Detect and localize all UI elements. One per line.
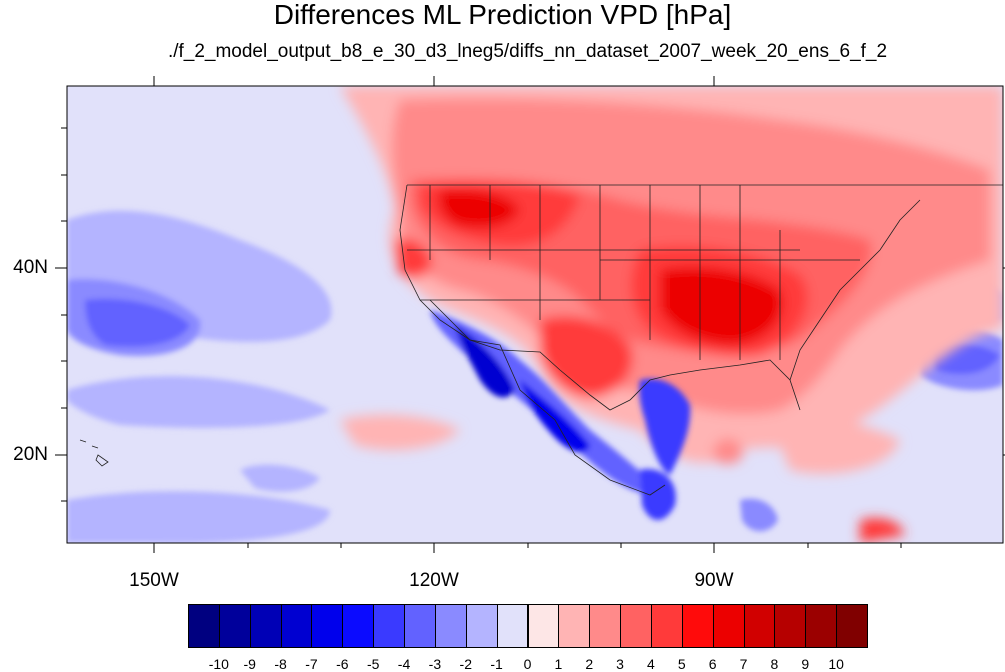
colorbar-box [434,604,467,648]
colorbar-box [404,604,436,648]
colorbar-box [774,604,807,648]
colorbar-box [249,604,282,648]
colorbar-box [650,604,683,648]
mexico-negative-band [430,310,778,532]
colorbar-tick-label: 2 [585,656,594,672]
colorbar-tick-label: -10 [208,656,229,672]
map-subtitle: ./f_2_model_output_b8_e_30_d3_lneg5/diff… [167,41,888,62]
colorbar-tick-label: 4 [647,656,655,672]
colorbar-tick-label: -7 [305,656,318,672]
colorbar-box [280,604,313,648]
colorbar-box [681,604,714,648]
map-title: Differences ML Prediction VPD [hPa] [273,0,732,30]
colorbar-tick-label: -9 [243,656,256,672]
colorbar-box [620,604,652,648]
colorbar-box [311,604,344,648]
colorbar-tick-label: 1 [554,656,563,672]
lat-label-40n: 40N [13,257,48,278]
colorbar-tick-label: 10 [828,656,844,672]
colorbar-tick-label: -8 [274,656,287,672]
boundary-lines [399,184,1003,496]
colorbar-tick-label: 8 [770,656,779,672]
lat-label-20n: 20N [13,444,48,465]
colorbar-tick-label: 9 [801,656,810,672]
colorbar-tick-label: -4 [397,656,411,672]
colorbar-box [712,604,745,648]
colorbar-tick-label: -3 [428,656,442,672]
colorbar-box [342,604,375,648]
colorbar-tick-label: 6 [708,656,717,672]
colorbar-tick-label: 7 [739,656,748,672]
hawaii-islands [79,439,109,467]
colorbar-tick-label: -5 [366,656,380,672]
colorbar-tick-label: -6 [336,656,349,672]
colorbar-box [743,604,776,648]
colorbar-box [465,604,498,648]
colorbar-box [373,604,406,648]
lon-label-150w: 150W [129,570,179,591]
colorbar-box [218,604,251,648]
colorbar-box [496,604,529,648]
colorbar-box [527,604,560,648]
colorbar-box [558,604,591,648]
colorbar-tick-label: -1 [490,656,503,672]
colorbar-tick-label: 0 [523,656,532,672]
colorbar-box [805,604,838,648]
colorbar-tick-label: -2 [459,656,472,672]
colorbar [188,604,868,648]
axis-ticks [55,76,1005,553]
vpd-difference-map [55,76,1005,553]
negative-anomaly-regions [67,210,1003,543]
colorbar-box [836,604,868,648]
colorbar-tick-label: 3 [616,656,624,672]
colorbar-box [589,604,622,648]
colorbar-box [188,604,220,648]
positive-anomaly-regions [340,86,1003,543]
lon-label-90w: 90W [694,570,734,591]
lon-label-120w: 120W [409,570,459,591]
colorbar-tick-label: 5 [677,656,686,672]
